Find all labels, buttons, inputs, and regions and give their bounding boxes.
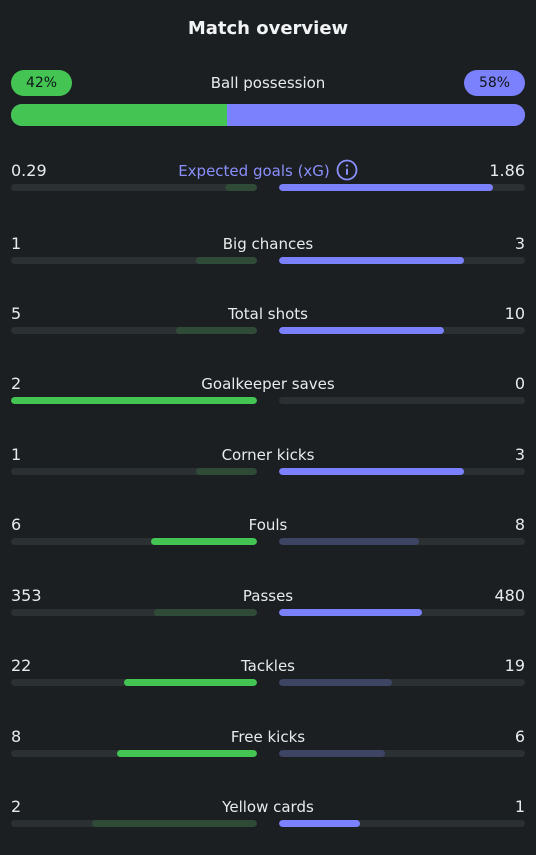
away-value: 3 <box>514 445 525 464</box>
home-bar-fill <box>151 538 257 545</box>
away-bar-fill <box>279 750 385 757</box>
away-bar-track <box>279 679 525 686</box>
stat-label-text: Passes <box>242 587 294 605</box>
possession-bar <box>11 104 525 126</box>
home-value: 0.29 <box>11 161 47 180</box>
home-value: 2 <box>11 374 22 393</box>
stat-label-text: Yellow cards <box>222 798 314 816</box>
away-bar-fill <box>279 609 422 616</box>
home-possession-fill <box>11 104 227 126</box>
away-bar-track <box>279 538 525 545</box>
home-bar-track <box>11 679 257 686</box>
away-bar-fill <box>279 184 494 191</box>
home-bar-track <box>11 327 257 334</box>
away-bar-track <box>279 184 525 191</box>
home-value: 353 <box>11 586 42 605</box>
home-bar-track <box>11 468 257 475</box>
stat-label: Passes <box>11 585 525 607</box>
stat-label: Fouls <box>11 514 525 536</box>
home-value: 2 <box>11 797 22 816</box>
away-bar-fill <box>279 820 361 827</box>
stat-label-text: Free kicks <box>230 728 306 746</box>
home-bar-track <box>11 820 257 827</box>
stat-label-text: Big chances <box>222 235 314 253</box>
home-value: 22 <box>11 656 32 675</box>
home-bar-track <box>11 538 257 545</box>
away-bar-track <box>279 609 525 616</box>
away-bar-track <box>279 750 525 757</box>
stat-label: Big chances <box>11 233 525 255</box>
stat-row-goalkeeper-saves: 2 Goalkeeper saves 0 <box>11 373 525 413</box>
stat-label: Total shots <box>11 303 525 325</box>
stat-label[interactable]: Expected goals (xG) <box>11 159 525 182</box>
away-bar-fill <box>279 679 393 686</box>
away-possession-fill <box>226 104 525 126</box>
stat-row-passes: 353 Passes 480 <box>11 585 525 625</box>
away-bar-track <box>279 327 525 334</box>
stat-label: Corner kicks <box>11 444 525 466</box>
stat-row-fouls: 6 Fouls 8 <box>11 514 525 554</box>
stat-label-text: Goalkeeper saves <box>201 375 335 393</box>
home-value: 1 <box>11 234 22 253</box>
stat-row-big-chances: 1 Big chances 3 <box>11 233 525 273</box>
home-bar-fill <box>153 609 257 616</box>
home-bar-fill <box>11 397 257 404</box>
home-value: 1 <box>11 445 22 464</box>
stat-label-text: Total shots <box>228 305 308 323</box>
page-title: Match overview <box>187 18 349 39</box>
home-bar-fill <box>195 468 257 475</box>
away-value: 6 <box>514 727 525 746</box>
away-bar-track <box>279 397 525 404</box>
home-bar-track <box>11 397 257 404</box>
home-value: 8 <box>11 727 22 746</box>
stat-label-text: Expected goals (xG) <box>178 162 330 180</box>
away-value: 1 <box>514 797 525 816</box>
stat-row-yellow-cards: 2 Yellow cards 1 <box>11 796 525 836</box>
home-bar-fill <box>116 750 257 757</box>
home-bar-track <box>11 609 257 616</box>
stat-label-text: Fouls <box>248 516 288 534</box>
stat-label: Free kicks <box>11 726 525 748</box>
possession-label: Ball possession <box>210 74 326 92</box>
away-value: 10 <box>504 304 525 323</box>
away-value: 3 <box>514 234 525 253</box>
info-icon[interactable] <box>336 159 358 181</box>
away-value: 8 <box>514 515 525 534</box>
home-bar-track <box>11 257 257 264</box>
home-bar-fill <box>175 327 257 334</box>
stat-label: Tackles <box>11 655 525 677</box>
stat-label-text: Tackles <box>240 657 296 675</box>
away-bar-track <box>279 257 525 264</box>
away-bar-track <box>279 468 525 475</box>
home-bar-fill <box>225 184 257 191</box>
home-possession-badge: 42% <box>11 70 72 96</box>
home-value: 5 <box>11 304 22 323</box>
away-bar-track <box>279 820 525 827</box>
home-bar-track <box>11 184 257 191</box>
possession-header: 42% Ball possession 58% <box>11 70 525 96</box>
stat-row-expected-goals-xg: 0.29 Expected goals (xG) 1.86 <box>11 159 525 200</box>
home-value: 6 <box>11 515 22 534</box>
stat-label: Yellow cards <box>11 796 525 818</box>
home-bar-fill <box>124 679 257 686</box>
stat-label: Goalkeeper saves <box>11 373 525 395</box>
home-bar-fill <box>195 257 257 264</box>
away-value: 1.86 <box>489 161 525 180</box>
away-bar-fill <box>279 468 464 475</box>
away-value: 480 <box>494 586 525 605</box>
stat-row-tackles: 22 Tackles 19 <box>11 655 525 695</box>
stat-row-corner-kicks: 1 Corner kicks 3 <box>11 444 525 484</box>
stat-row-free-kicks: 8 Free kicks 6 <box>11 726 525 766</box>
stat-row-total-shots: 5 Total shots 10 <box>11 303 525 343</box>
away-value: 0 <box>514 374 525 393</box>
home-bar-track <box>11 750 257 757</box>
stat-label-text: Corner kicks <box>221 446 315 464</box>
away-possession-badge: 58% <box>464 70 525 96</box>
away-bar-fill <box>279 538 420 545</box>
away-bar-fill <box>279 257 464 264</box>
away-bar-fill <box>279 327 444 334</box>
home-bar-fill <box>92 820 257 827</box>
away-value: 19 <box>504 656 525 675</box>
